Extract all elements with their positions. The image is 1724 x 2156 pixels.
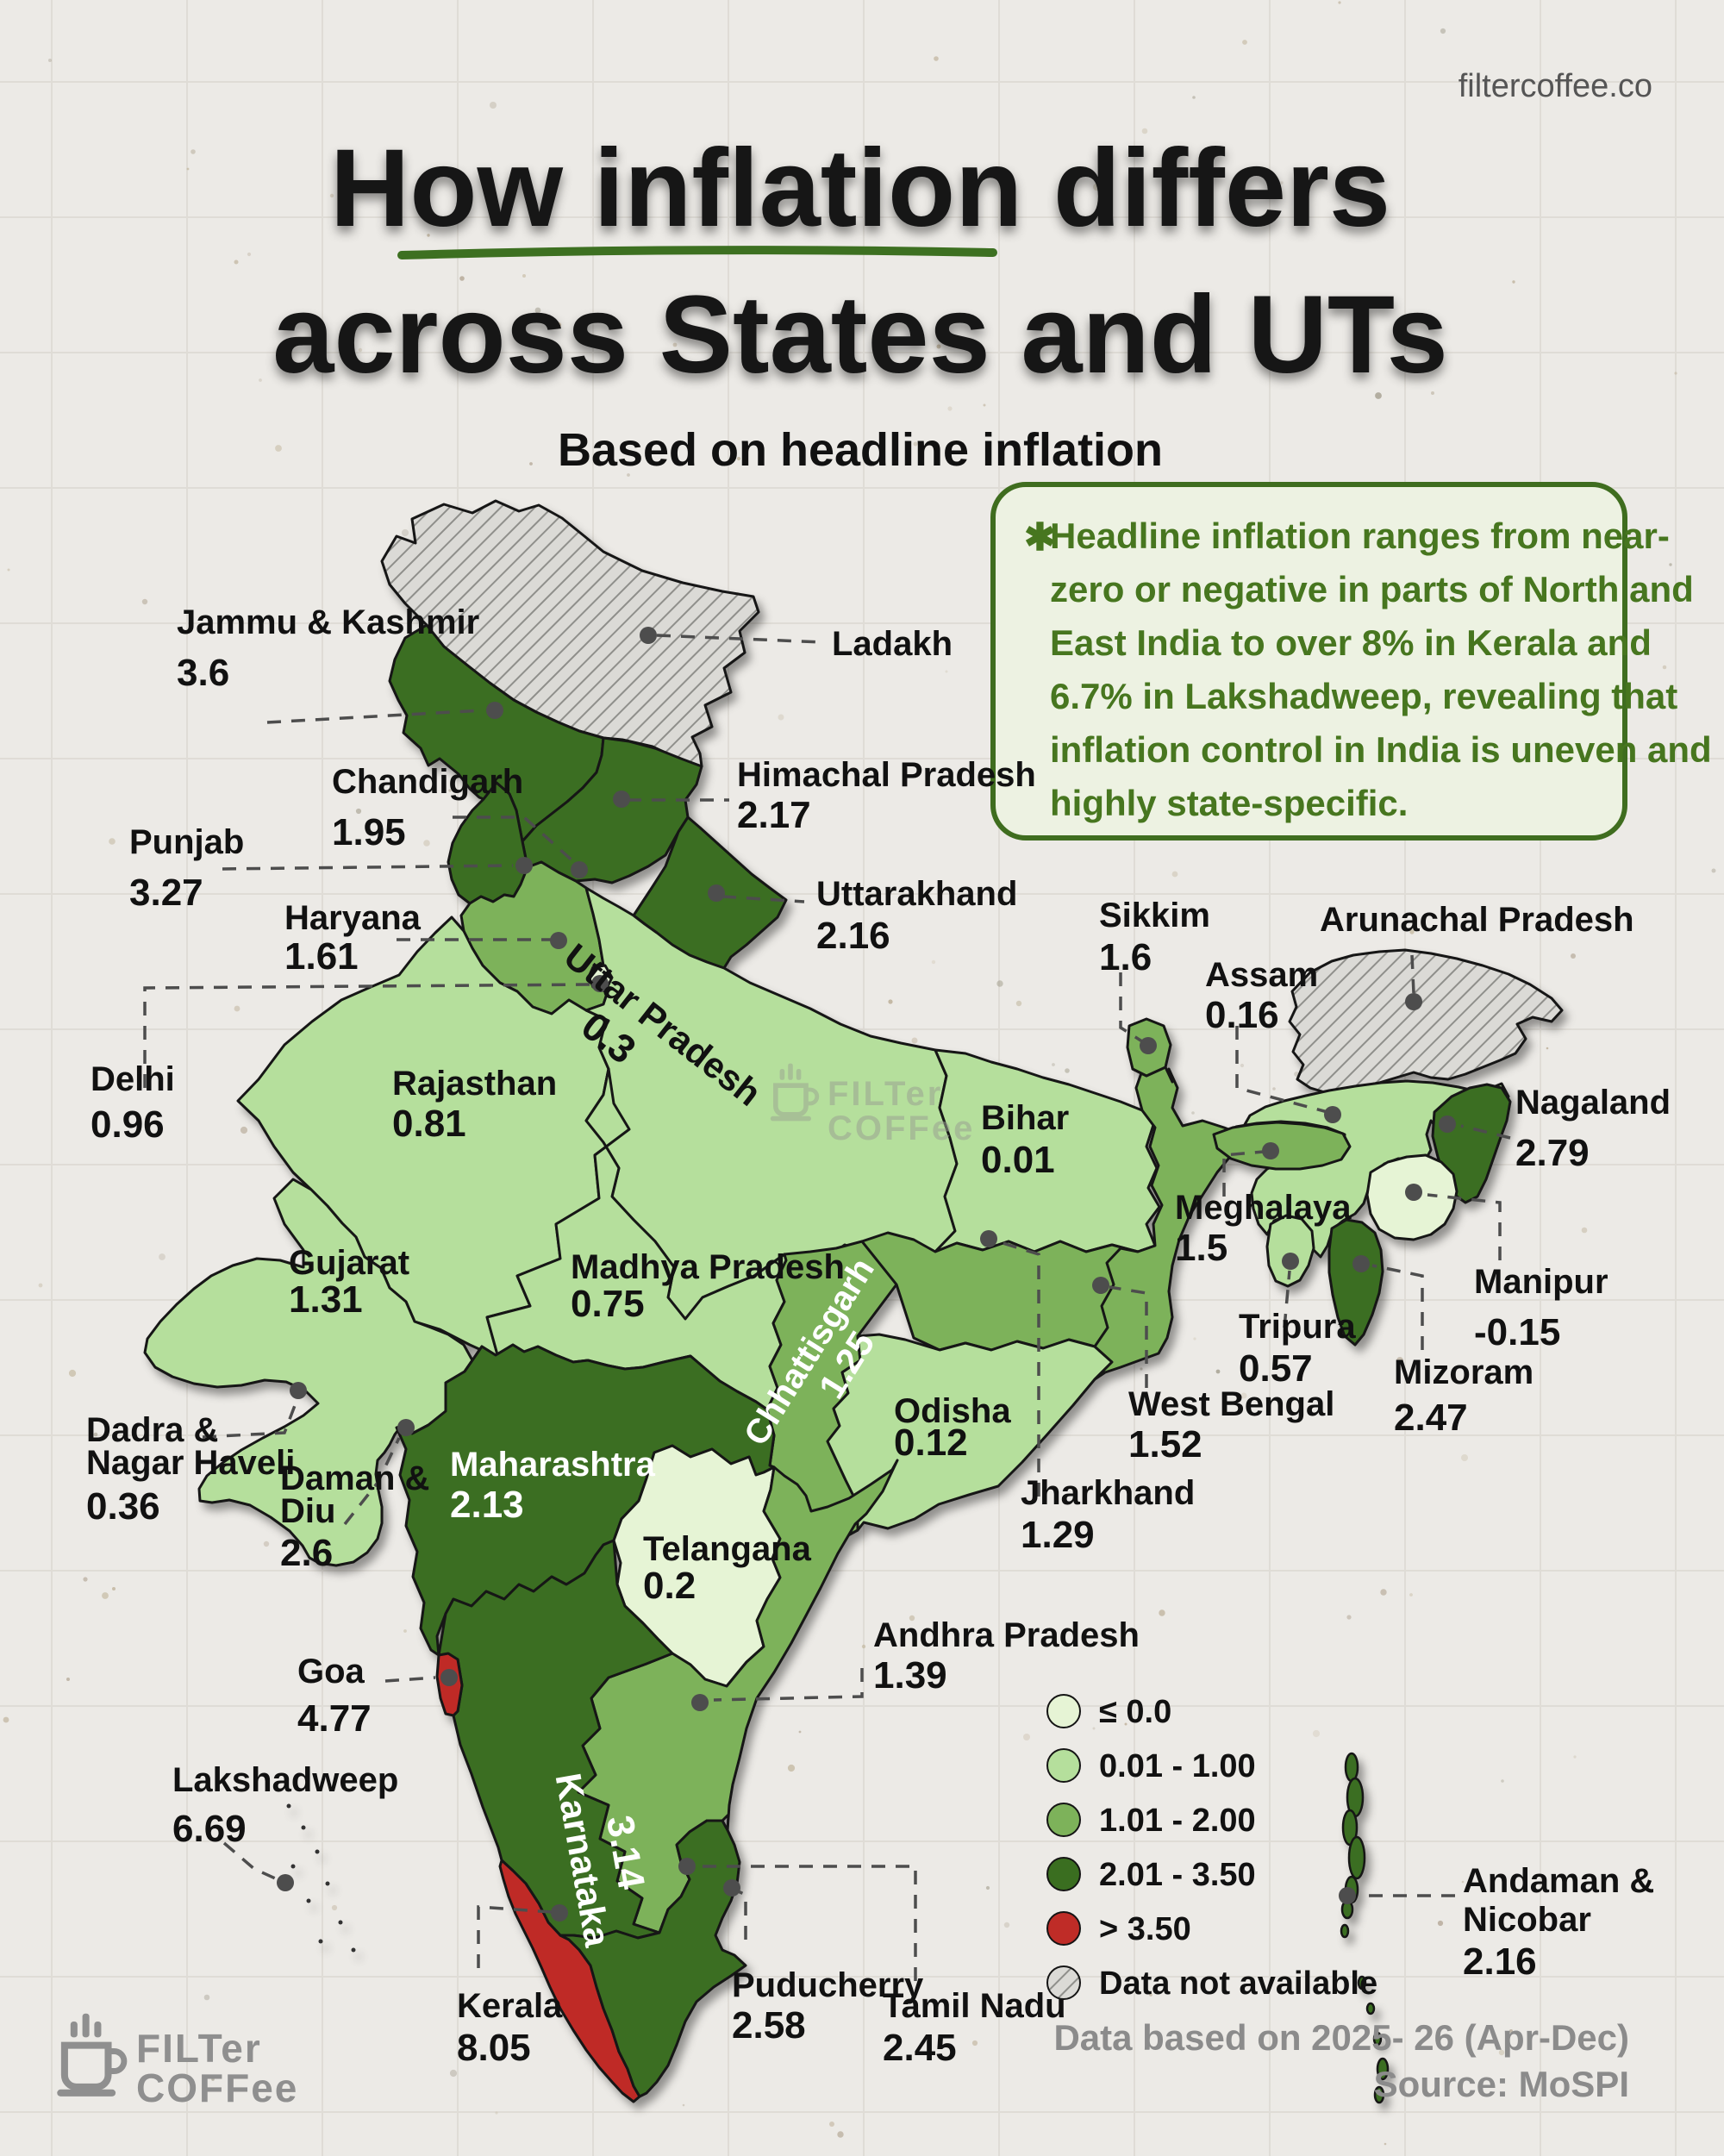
svg-text:1.5: 1.5 [1175, 1227, 1227, 1269]
svg-text:across States and UTs: across States and UTs [272, 273, 1448, 397]
svg-text:2.16: 2.16 [1463, 1940, 1537, 1983]
svg-text:Ladakh: Ladakh [832, 625, 953, 663]
svg-text:2.58: 2.58 [732, 2004, 806, 2047]
svg-text:Uttarakhand: Uttarakhand [816, 875, 1017, 913]
svg-text:6.69: 6.69 [172, 1808, 247, 1850]
svg-text:FILTer: FILTer [828, 1075, 943, 1113]
svg-text:1.31: 1.31 [289, 1278, 363, 1321]
svg-text:Manipur: Manipur [1474, 1263, 1608, 1301]
svg-text:Data not available: Data not available [1099, 1965, 1377, 2002]
svg-text:2.45: 2.45 [883, 2027, 957, 2069]
svg-text:4.77: 4.77 [297, 1697, 372, 1740]
svg-text:Haryana: Haryana [284, 899, 422, 937]
svg-text:2.17: 2.17 [737, 794, 811, 836]
svg-text:inflation control in India is: inflation control in India is uneven and [1050, 729, 1712, 770]
svg-text:Tripura: Tripura [1239, 1308, 1356, 1346]
svg-text:COFFee: COFFee [136, 2065, 298, 2110]
svg-text:0.81: 0.81 [392, 1103, 466, 1145]
svg-text:Puducherry: Puducherry [732, 1966, 924, 2004]
svg-text:Punjab: Punjab [129, 823, 244, 861]
svg-text:How inflation differs: How inflation differs [330, 127, 1390, 250]
svg-text:2.01 - 3.50: 2.01 - 3.50 [1099, 1857, 1256, 1893]
svg-text:1.6: 1.6 [1099, 936, 1152, 978]
svg-text:Assam: Assam [1205, 956, 1318, 994]
svg-text:2.13: 2.13 [450, 1484, 524, 1526]
svg-text:Kerala: Kerala [457, 1987, 563, 2025]
svg-text:Bihar: Bihar [981, 1099, 1069, 1137]
svg-text:0.2: 0.2 [643, 1565, 696, 1607]
svg-text:1.52: 1.52 [1128, 1423, 1202, 1465]
svg-text:Delhi: Delhi [91, 1060, 175, 1098]
svg-text:≤ 0.0: ≤ 0.0 [1099, 1694, 1171, 1730]
svg-text:Rajasthan: Rajasthan [392, 1065, 557, 1103]
svg-text:filtercoffee.co: filtercoffee.co [1459, 68, 1652, 104]
svg-text:Jammu & Kashmir: Jammu & Kashmir [177, 603, 479, 641]
svg-text:Data based on 2025- 26 (Apr-De: Data based on 2025- 26 (Apr-Dec) [1053, 2017, 1629, 2058]
svg-text:0.01: 0.01 [981, 1139, 1055, 1181]
svg-text:Nagar Haveli: Nagar Haveli [86, 1444, 295, 1482]
svg-text:Lakshadweep: Lakshadweep [172, 1761, 398, 1799]
svg-text:Sikkim: Sikkim [1099, 897, 1210, 934]
svg-text:8.05: 8.05 [457, 2027, 531, 2069]
svg-text:Diu: Diu [280, 1492, 335, 1530]
svg-text:Maharashtra: Maharashtra [450, 1446, 656, 1484]
svg-text:Source: MoSPI: Source: MoSPI [1374, 2064, 1629, 2104]
svg-text:0.36: 0.36 [86, 1485, 160, 1528]
svg-text:1.01 - 2.00: 1.01 - 2.00 [1099, 1803, 1256, 1839]
svg-text:Nagaland: Nagaland [1515, 1084, 1671, 1122]
svg-text:Based on headline inflation: Based on headline inflation [558, 424, 1163, 476]
svg-text:Headline inflation ranges from: Headline inflation ranges from near- [1050, 516, 1670, 556]
svg-text:1.95: 1.95 [332, 811, 406, 853]
svg-text:Mizoram: Mizoram [1394, 1353, 1533, 1391]
svg-text:Himachal Pradesh: Himachal Pradesh [737, 756, 1036, 794]
svg-text:Arunachal Pradesh: Arunachal Pradesh [1320, 901, 1634, 939]
svg-text:COFFee: COFFee [828, 1109, 975, 1147]
svg-text:zero or negative in parts of N: zero or negative in parts of North and [1050, 569, 1694, 609]
svg-text:Meghalaya: Meghalaya [1175, 1189, 1352, 1227]
svg-text:0.12: 0.12 [894, 1422, 968, 1464]
svg-text:0.75: 0.75 [571, 1283, 645, 1325]
svg-text:Gujarat: Gujarat [289, 1244, 409, 1282]
svg-text:East India to over 8% in Keral: East India to over 8% in Kerala and [1050, 622, 1652, 663]
svg-text:Dadra &: Dadra & [86, 1411, 218, 1449]
svg-text:✱: ✱ [1024, 516, 1056, 559]
svg-text:3.6: 3.6 [177, 652, 229, 694]
svg-text:highly state-specific.: highly state-specific. [1050, 783, 1408, 823]
svg-text:6.7% in Lakshadweep, revealing: 6.7% in Lakshadweep, revealing that [1050, 676, 1677, 716]
svg-text:3.27: 3.27 [129, 872, 203, 914]
svg-text:1.29: 1.29 [1021, 1514, 1095, 1556]
svg-text:0.01 - 1.00: 0.01 - 1.00 [1099, 1748, 1256, 1784]
svg-text:1.39: 1.39 [873, 1654, 947, 1697]
svg-text:Andaman &: Andaman & [1463, 1862, 1654, 1900]
svg-text:2.47: 2.47 [1394, 1397, 1468, 1439]
svg-text:-0.15: -0.15 [1474, 1311, 1560, 1353]
svg-text:0.16: 0.16 [1205, 994, 1279, 1036]
svg-text:Odisha: Odisha [894, 1392, 1011, 1430]
svg-text:0.96: 0.96 [91, 1103, 165, 1146]
svg-text:Nicobar: Nicobar [1463, 1901, 1591, 1939]
svg-text:Telangana: Telangana [643, 1530, 812, 1568]
svg-text:Daman &: Daman & [280, 1459, 429, 1497]
svg-text:Chandigarh: Chandigarh [332, 763, 523, 801]
svg-text:1.61: 1.61 [284, 935, 359, 978]
svg-text:Jharkhand: Jharkhand [1021, 1474, 1195, 1512]
svg-text:West Bengal: West Bengal [1128, 1385, 1334, 1423]
svg-text:Tamil Nadu: Tamil Nadu [883, 1987, 1066, 2025]
svg-text:Madhya Pradesh: Madhya Pradesh [571, 1248, 845, 1286]
svg-text:2.16: 2.16 [816, 915, 890, 957]
svg-text:> 3.50: > 3.50 [1099, 1911, 1191, 1947]
svg-text:2.6: 2.6 [280, 1532, 333, 1574]
svg-text:Goa: Goa [297, 1653, 365, 1690]
svg-text:FILTer: FILTer [136, 2026, 262, 2071]
svg-text:0.57: 0.57 [1239, 1347, 1313, 1390]
svg-text:Andhra Pradesh: Andhra Pradesh [873, 1616, 1140, 1654]
svg-text:2.79: 2.79 [1515, 1132, 1590, 1174]
